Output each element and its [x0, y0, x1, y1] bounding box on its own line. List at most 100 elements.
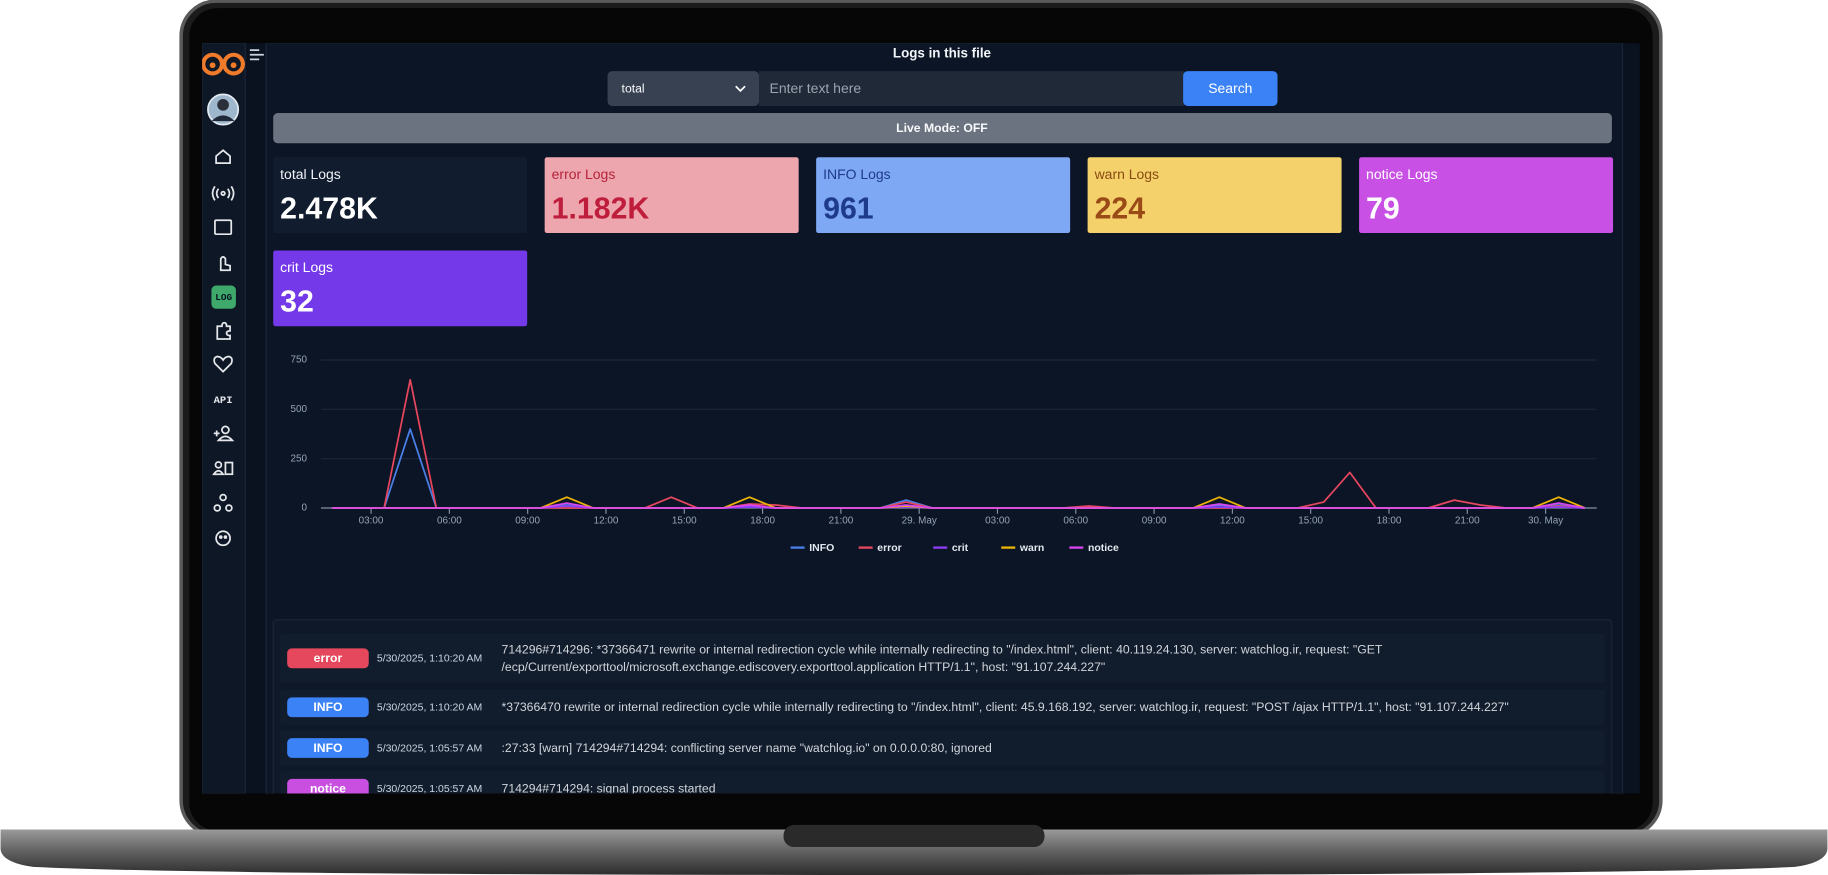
search-placeholder: Enter text here — [770, 80, 862, 96]
plugin-icon[interactable] — [216, 321, 231, 340]
log-time: 5/30/2025, 1:10:20 AM — [377, 703, 482, 714]
x-tick-label: 30. May — [1528, 515, 1563, 526]
add-user-icon[interactable] — [213, 425, 235, 442]
legend-label[interactable]: error — [877, 543, 901, 554]
screen: LOG API Logs in this file total Enter te… — [202, 43, 1640, 806]
search-input[interactable] — [759, 71, 1185, 107]
legend-label[interactable]: notice — [1088, 543, 1119, 554]
webhook-icon[interactable] — [213, 493, 233, 512]
stat-label: warn Logs — [1094, 166, 1159, 182]
stat-value: 79 — [1366, 192, 1400, 225]
log-level-badge — [287, 648, 369, 669]
stat-value: 2.478K — [280, 192, 378, 225]
menu-toggle[interactable] — [249, 49, 264, 61]
x-tick-label: 12:00 — [1220, 515, 1245, 526]
series-line — [331, 502, 1585, 509]
stat-cards: total Logs 2.478K error Logs 1.182K INFO Log… — [273, 157, 1614, 327]
stat-label: error Logs — [552, 166, 616, 182]
stat-value: 224 — [1095, 192, 1146, 225]
x-tick-label: 29. May — [902, 515, 937, 526]
x-tick-label: 18:00 — [750, 515, 775, 526]
filter-select-value: total — [622, 81, 645, 95]
log-level: notice — [310, 782, 346, 796]
stat-card[interactable] — [273, 250, 528, 327]
sidebar — [202, 43, 246, 794]
legend-label[interactable]: crit — [952, 543, 969, 554]
y-tick-label: 750 — [290, 355, 307, 366]
select-chevron — [735, 85, 746, 93]
stat-card[interactable] — [544, 157, 799, 234]
log-message: 714296#714296: *37366471 rewrite or inte… — [502, 642, 1383, 656]
stat-card[interactable] — [273, 157, 528, 234]
log-time: 5/30/2025, 1:05:57 AM — [377, 743, 482, 754]
stat-card[interactable] — [1359, 157, 1614, 234]
log-nav-label: LOG — [215, 292, 232, 303]
stat-value: 32 — [280, 286, 314, 319]
log-message: /ecp/Current/exporttool/microsoft.exchan… — [502, 660, 1106, 674]
log-message: 714294#714294: signal process started — [502, 782, 716, 796]
live-mode-bar[interactable] — [273, 113, 1612, 144]
legend-label[interactable]: warn — [1019, 543, 1044, 554]
users-icon[interactable] — [212, 461, 234, 476]
api-nav-label[interactable]: API — [214, 395, 233, 407]
search-button[interactable] — [1183, 71, 1278, 107]
broadcast-icon[interactable] — [211, 185, 235, 201]
laptop-notch — [783, 824, 1045, 848]
log-level: error — [314, 651, 343, 665]
stat-label: total Logs — [280, 166, 341, 182]
log-level-badge — [287, 738, 369, 758]
x-tick-label: 21:00 — [828, 515, 853, 526]
search-button-label: Search — [1208, 80, 1252, 96]
live-mode-label: Live Mode: OFF — [896, 121, 988, 135]
log-message: *37366470 rewrite or internal redirectio… — [502, 700, 1509, 714]
stat-value: 961 — [823, 192, 874, 225]
x-tick-label: 09:00 — [515, 515, 540, 526]
log-nav-active[interactable] — [211, 285, 236, 309]
y-tick-label: 250 — [290, 453, 307, 464]
y-tick-label: 500 — [290, 404, 307, 415]
x-tick-label: 06:00 — [1063, 515, 1088, 526]
laptop-base — [0, 829, 1828, 875]
chart: 0 250 500 750 03:00 06:00 09:00 12:00 15:00 18:00… — [290, 355, 1597, 554]
x-tick-label: 21:00 — [1455, 515, 1480, 526]
log-level: INFO — [313, 741, 342, 755]
log-row[interactable] — [280, 689, 1605, 725]
filter-select[interactable] — [607, 71, 760, 107]
y-tick-label: 0 — [301, 503, 307, 514]
log-level-badge — [287, 778, 369, 794]
log-time: 5/30/2025, 1:10:20 AM — [377, 654, 482, 665]
x-tick-label: 09:00 — [1142, 515, 1167, 526]
health-icon[interactable] — [213, 355, 233, 373]
log-level: INFO — [313, 700, 342, 714]
log-level-badge — [287, 697, 369, 718]
log-row[interactable] — [280, 771, 1605, 806]
bot-icon[interactable] — [215, 530, 231, 547]
stat-card[interactable] — [1087, 157, 1342, 234]
log-message: :27:33 [warn] 714294#714294: conflicting… — [502, 741, 992, 755]
stat-label: notice Logs — [1366, 166, 1437, 182]
x-tick-label: 06:00 — [437, 515, 462, 526]
log-time: 5/30/2025, 1:05:57 AM — [377, 784, 482, 795]
legend-label[interactable]: INFO — [809, 543, 834, 554]
x-tick-label: 18:00 — [1377, 515, 1402, 526]
logo — [202, 52, 245, 76]
avatar-head — [217, 99, 229, 111]
x-tick-label: 03:00 — [359, 515, 384, 526]
page-title: Logs in this file — [893, 46, 991, 61]
log-row[interactable] — [280, 633, 1605, 683]
stat-value: 1.182K — [552, 192, 650, 225]
dashboard-icon[interactable] — [214, 219, 233, 236]
stat-card[interactable] — [816, 157, 1071, 234]
home-icon[interactable] — [215, 149, 231, 164]
log-row[interactable] — [280, 730, 1605, 766]
stat-label: crit Logs — [280, 259, 333, 275]
touch-icon[interactable] — [219, 256, 231, 272]
log-list: error 5/30/2025, 1:10:20 AM 714296#714296:… — [280, 633, 1605, 806]
avatar-body — [211, 115, 235, 122]
x-tick-label: 15:00 — [672, 515, 697, 526]
stat-label: INFO Logs — [823, 166, 891, 182]
x-tick-label: 12:00 — [594, 515, 619, 526]
x-tick-label: 03:00 — [985, 515, 1010, 526]
